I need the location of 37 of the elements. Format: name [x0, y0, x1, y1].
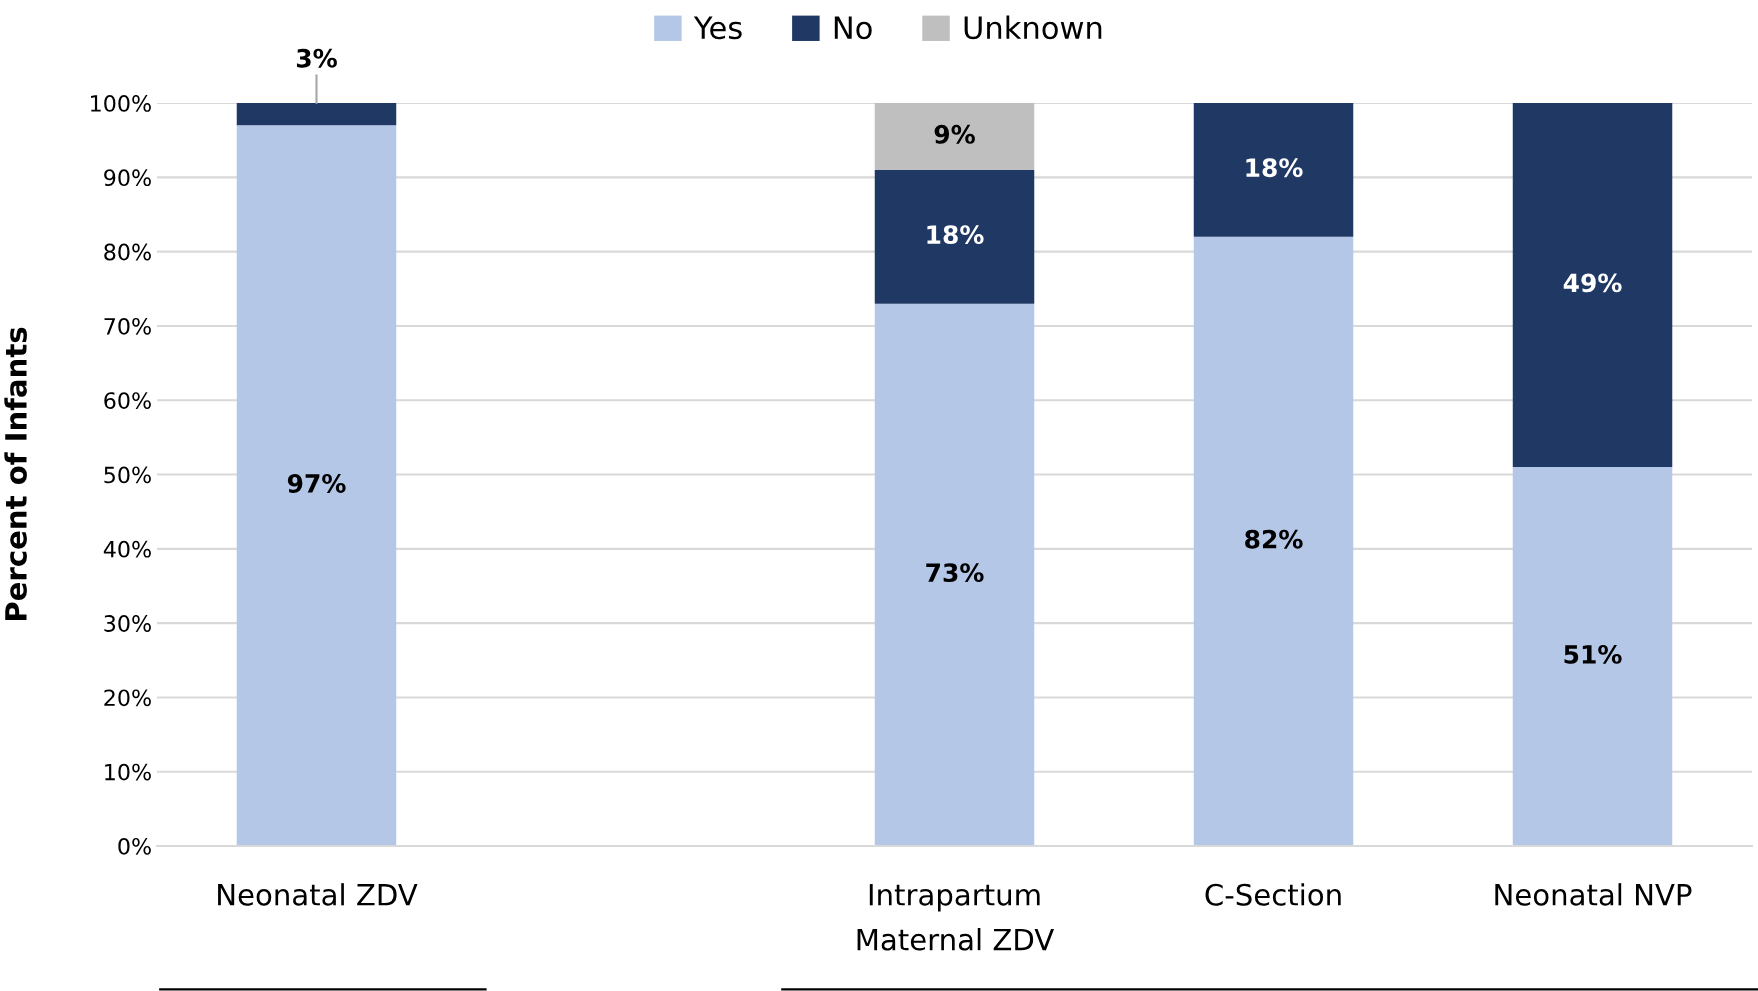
- data-label: 97%: [287, 474, 346, 493]
- x-tick-label: Neonatal NVP: [1495, 883, 1692, 906]
- legend-label: Unknown: [964, 15, 1102, 40]
- y-tick-label: 60%: [104, 392, 151, 409]
- data-label: 9%: [934, 124, 975, 144]
- x-tick-label: Neonatal ZDV: [218, 883, 418, 906]
- bar: [1512, 103, 1673, 468]
- data-label: 18%: [1246, 158, 1303, 178]
- data-label: 49%: [1563, 273, 1622, 293]
- bar: [236, 103, 397, 126]
- x-tick-label: Intrapartum Maternal ZDV: [857, 884, 1055, 951]
- data-label: 51%: [1564, 644, 1622, 664]
- y-tick-label: 70%: [104, 317, 151, 335]
- y-tick-label: 10%: [105, 763, 151, 781]
- bar: [874, 303, 1035, 847]
- data-label: 73%: [926, 563, 984, 583]
- legend-label: No: [834, 16, 872, 40]
- y-tick-label: 40%: [103, 540, 151, 558]
- bar: [1193, 236, 1354, 847]
- y-tick-label: 30%: [104, 615, 151, 632]
- data-label: 18%: [927, 225, 984, 245]
- y-axis-title: Percent of Infants: [4, 327, 27, 621]
- bar: [1512, 467, 1673, 847]
- y-tick-label: 20%: [104, 689, 151, 707]
- y-tick-label: 50%: [104, 466, 151, 484]
- bar: [874, 103, 1035, 170]
- bar: [874, 169, 1035, 304]
- data-label: 3%: [296, 48, 337, 68]
- y-tick-label: 80%: [104, 243, 151, 261]
- bar: [236, 125, 397, 847]
- y-tick-label: 0%: [118, 837, 151, 855]
- x-tick-label: C-Section: [1205, 883, 1341, 906]
- data-label: 82%: [1245, 529, 1303, 549]
- y-tick-label: 90%: [104, 169, 151, 187]
- bar: [1193, 103, 1354, 237]
- legend-label: Yes: [693, 16, 742, 40]
- y-tick-label: 100%: [91, 95, 151, 112]
